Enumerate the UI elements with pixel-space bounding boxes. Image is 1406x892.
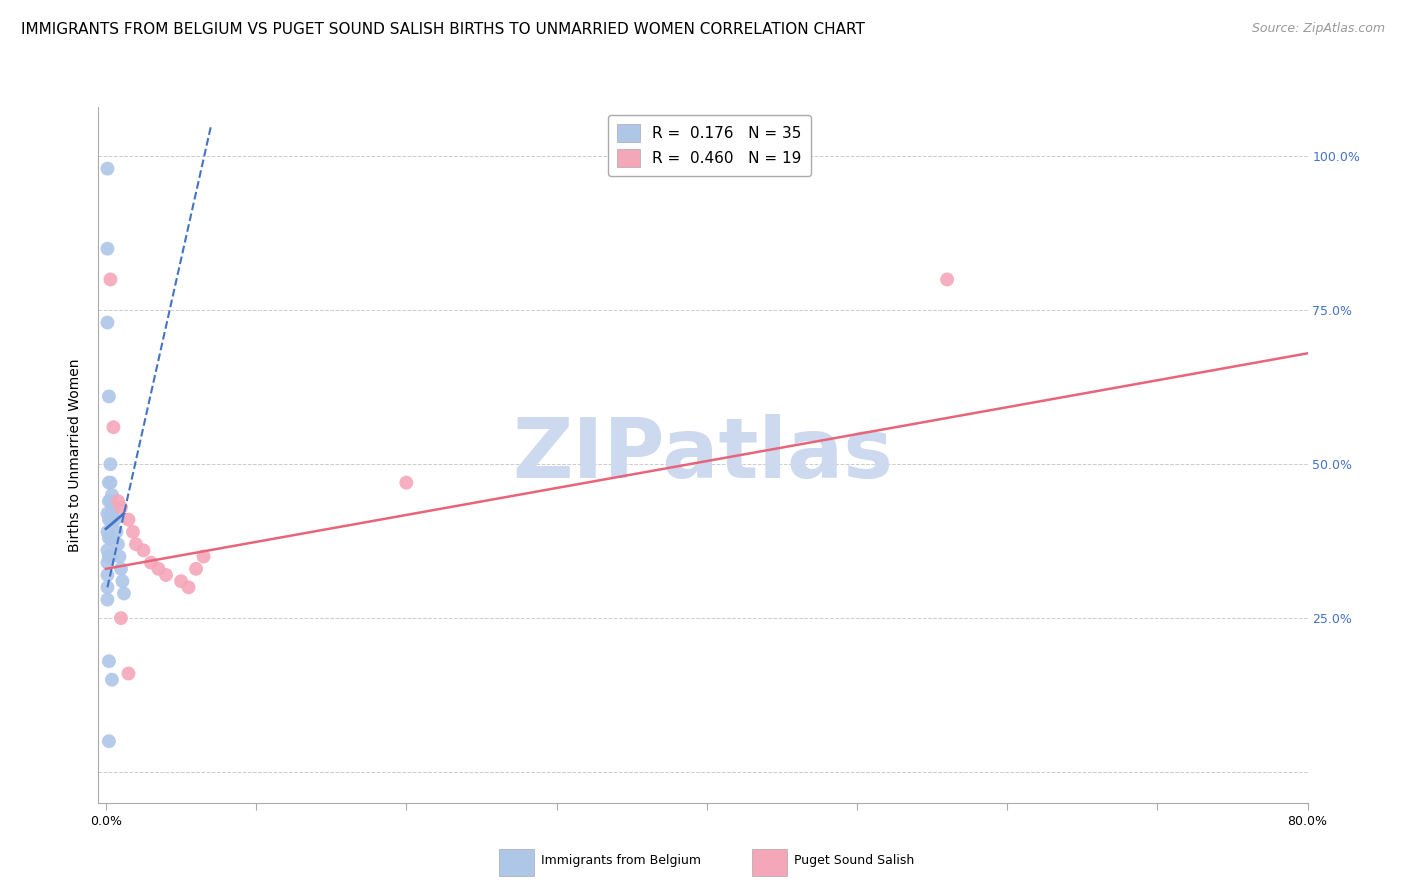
Point [184, 562, 207, 576]
Point [96, 507, 118, 521]
Point [125, 537, 148, 551]
Point [103, 420, 125, 434]
Point [96, 592, 118, 607]
Point [96, 568, 118, 582]
Point [101, 507, 124, 521]
Point [170, 574, 193, 589]
Point [110, 611, 132, 625]
Point [96, 242, 118, 256]
Point [936, 272, 959, 286]
Point [100, 272, 122, 286]
Text: IMMIGRANTS FROM BELGIUM VS PUGET SOUND SALISH BIRTHS TO UNMARRIED WOMEN CORRELAT: IMMIGRANTS FROM BELGIUM VS PUGET SOUND S… [21, 22, 865, 37]
Text: Source: ZipAtlas.com: Source: ZipAtlas.com [1251, 22, 1385, 36]
Point [395, 475, 418, 490]
Point [117, 512, 139, 526]
Y-axis label: Births to Unmarried Women: Births to Unmarried Women [69, 359, 83, 551]
Point [97, 475, 120, 490]
Point [107, 537, 129, 551]
Point [100, 494, 122, 508]
Text: Puget Sound Salish: Puget Sound Salish [794, 855, 915, 867]
Point [100, 475, 122, 490]
Point [96, 543, 118, 558]
Point [96, 524, 118, 539]
Point [148, 562, 170, 576]
Point [100, 549, 122, 564]
Point [97, 494, 120, 508]
Point [104, 512, 127, 526]
Point [101, 488, 124, 502]
Point [117, 666, 139, 681]
Point [112, 586, 135, 600]
Text: ZIPatlas: ZIPatlas [513, 415, 893, 495]
Point [103, 500, 125, 515]
Point [101, 673, 124, 687]
Point [100, 531, 122, 545]
Point [105, 524, 128, 539]
Point [97, 531, 120, 545]
Point [96, 161, 118, 176]
Point [97, 549, 120, 564]
Point [97, 389, 120, 403]
Point [177, 580, 200, 594]
Point [110, 500, 132, 515]
Text: Immigrants from Belgium: Immigrants from Belgium [541, 855, 702, 867]
Point [96, 556, 118, 570]
Point [97, 654, 120, 668]
Point [97, 512, 120, 526]
Point [193, 549, 215, 564]
Point [96, 580, 118, 594]
Legend: R =  0.176   N = 35, R =  0.460   N = 19: R = 0.176 N = 35, R = 0.460 N = 19 [607, 115, 811, 177]
Point [108, 549, 131, 564]
Point [155, 568, 177, 582]
Point [122, 524, 145, 539]
Point [100, 457, 122, 471]
Point [110, 562, 132, 576]
Point [100, 512, 122, 526]
Point [111, 574, 134, 589]
Point [132, 543, 155, 558]
Point [107, 494, 129, 508]
Point [96, 316, 118, 330]
Point [97, 734, 120, 748]
Point [139, 556, 162, 570]
